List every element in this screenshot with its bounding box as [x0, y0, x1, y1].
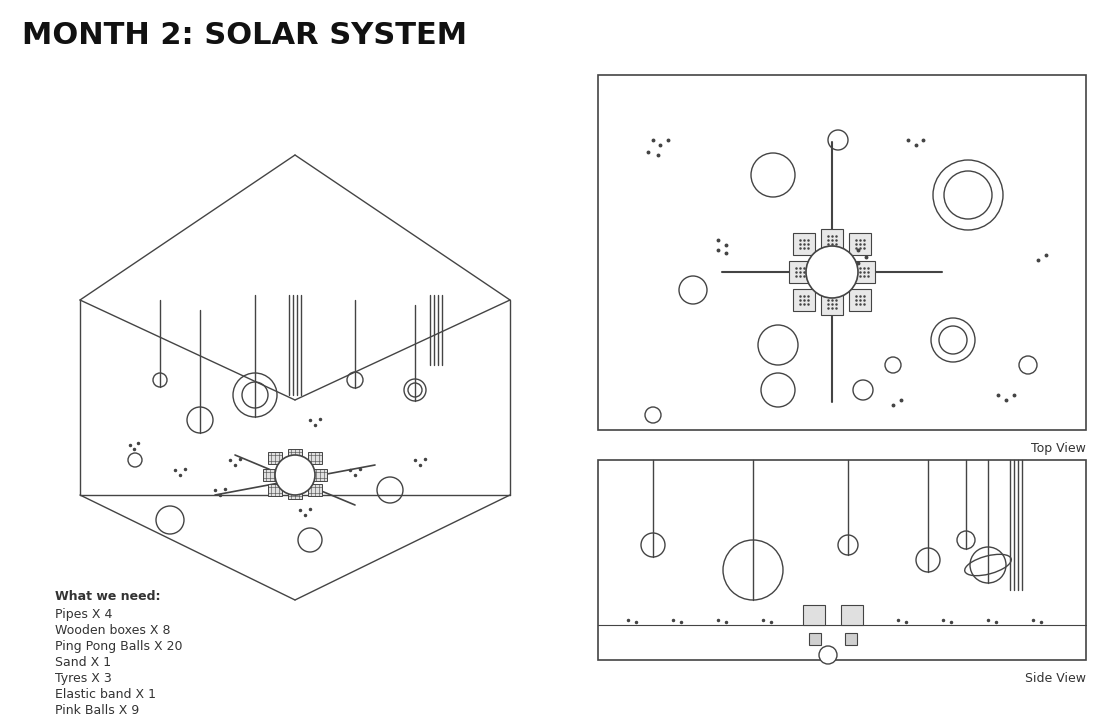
Text: Side View: Side View: [1025, 672, 1086, 685]
Bar: [849, 289, 871, 311]
Text: Ping Pong Balls X 20: Ping Pong Balls X 20: [55, 640, 183, 653]
Bar: [314, 469, 327, 481]
Bar: [793, 289, 815, 311]
Circle shape: [806, 246, 858, 298]
Bar: [263, 469, 277, 481]
Text: Elastic band X 1: Elastic band X 1: [55, 688, 156, 701]
Bar: [808, 633, 821, 645]
Bar: [268, 452, 282, 464]
Text: Sand X 1: Sand X 1: [55, 656, 111, 669]
Text: MONTH 2: SOLAR SYSTEM: MONTH 2: SOLAR SYSTEM: [22, 21, 467, 50]
Bar: [308, 484, 322, 496]
Bar: [803, 605, 825, 625]
Bar: [288, 449, 302, 461]
Text: Top View: Top View: [1031, 442, 1086, 455]
Text: Tyres X 3: Tyres X 3: [55, 672, 112, 685]
Circle shape: [820, 646, 837, 664]
Bar: [845, 633, 857, 645]
Bar: [821, 229, 843, 251]
Bar: [288, 487, 302, 499]
Bar: [842, 605, 864, 625]
Bar: [849, 233, 871, 255]
Text: Pink Balls X 9: Pink Balls X 9: [55, 704, 140, 717]
Text: What we need:: What we need:: [55, 590, 161, 603]
Bar: [793, 233, 815, 255]
Text: Wooden boxes X 8: Wooden boxes X 8: [55, 624, 170, 637]
Bar: [598, 460, 1086, 660]
Bar: [268, 484, 282, 496]
Bar: [821, 293, 843, 315]
Bar: [789, 261, 811, 283]
Circle shape: [275, 455, 315, 495]
Text: Pipes X 4: Pipes X 4: [55, 608, 112, 621]
Bar: [852, 261, 874, 283]
Bar: [598, 75, 1086, 430]
Bar: [308, 452, 322, 464]
